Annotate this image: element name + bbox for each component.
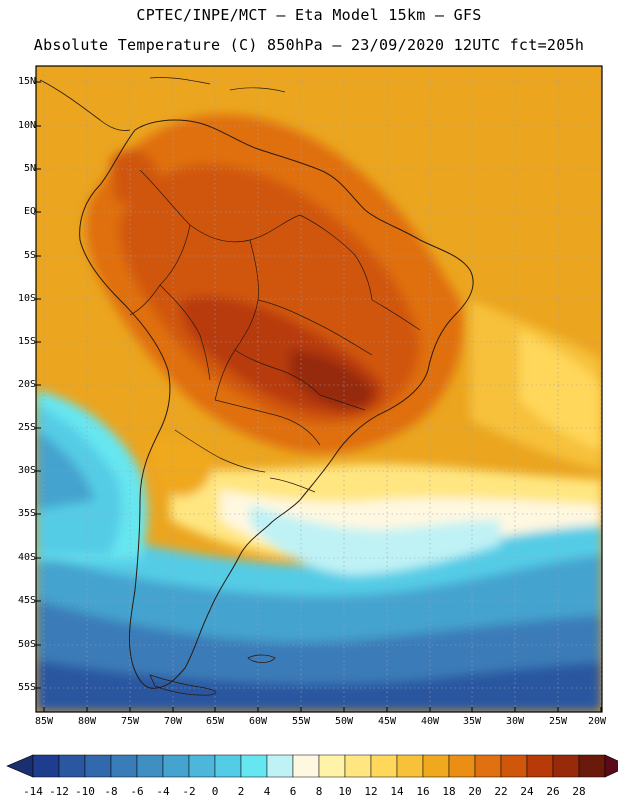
lon-label: 80W [77,716,97,727]
plot-frame [35,65,603,713]
falkland-islands [247,654,276,663]
caribbean-islands [149,77,286,93]
lat-label: 15N [17,76,36,87]
lon-label: 45W [377,716,397,727]
colorbar-over-arrow [604,754,618,778]
colorbar-label: -6 [130,785,144,798]
lat-label: 35S [17,508,36,519]
lon-label: 85W [34,716,54,727]
central-america [39,79,131,131]
colorbar-swatch [344,754,372,778]
axis-ticks [36,81,602,712]
lat-label: 55S [17,682,36,693]
colorbar-label: 28 [572,785,586,798]
colorbar-swatch [58,754,86,778]
colorbar-label: 6 [289,785,297,798]
colorbar-swatch [266,754,294,778]
colorbar-label: 2 [237,785,245,798]
lat-label: 30S [17,465,36,476]
colorbar-swatch [292,754,320,778]
colorbar-swatch [110,754,138,778]
lon-label: 70W [163,716,183,727]
colorbar-label: 8 [315,785,323,798]
colorbar-label: 4 [263,785,271,798]
colorbar-swatch [500,754,528,778]
colorbar-swatch [448,754,476,778]
colorbar-swatch [396,754,424,778]
colorbar-label: -8 [104,785,118,798]
lat-label: 15S [17,336,36,347]
lat-label: 5N [23,163,36,174]
lat-label: 50S [17,639,36,650]
colorbar-swatch [84,754,112,778]
colorbar-label: -4 [156,785,170,798]
colorbar-swatch [474,754,502,778]
colorbar-label: 12 [364,785,378,798]
colorbar-swatch [162,754,190,778]
lon-label: 60W [248,716,268,727]
colorbar-label: 20 [468,785,482,798]
colorbar-label: 26 [546,785,560,798]
colorbar-label: 0 [211,785,219,798]
colorbar-label: 16 [416,785,430,798]
lat-label: 10N [17,120,36,131]
lon-label: 55W [291,716,311,727]
colorbar-label: 24 [520,785,534,798]
colorbar-swatch [370,754,398,778]
lat-label: 10S [17,293,36,304]
lon-label: 65W [205,716,225,727]
colorbar-swatch [422,754,450,778]
lon-label: 40W [420,716,440,727]
colorbar-swatch [188,754,216,778]
tierra-del-fuego [149,674,216,696]
lon-label: 20W [587,716,607,727]
coastline [79,119,474,689]
colorbar-swatch [552,754,580,778]
lon-label: 30W [505,716,525,727]
colorbar-label: -14 [23,785,43,798]
title-line-1: CPTEC/INPE/MCT – Eta Model 15km – GFS [136,6,482,24]
colorbar-under-arrow [6,754,34,778]
colorbar-label: 10 [338,785,352,798]
colorbar-label: 18 [442,785,456,798]
lat-label: 25S [17,422,36,433]
lon-label: 35W [462,716,482,727]
colorbar-swatch [578,754,606,778]
colorbar-swatch [318,754,346,778]
lat-label: 40S [17,552,36,563]
colorbar-label: -2 [182,785,196,798]
title-line-2: Absolute Temperature (C) 850hPa – 23/09/… [33,36,585,54]
lon-label: 25W [548,716,568,727]
lon-label: 75W [120,716,140,727]
colorbar-swatch [526,754,554,778]
colorbar-label: -10 [75,785,95,798]
lat-label: 5S [23,250,36,261]
colorbar-swatch [136,754,164,778]
country-borders [129,169,421,493]
colorbar-label: -12 [49,785,69,798]
lat-label: EQ [23,206,36,217]
lat-label: 20S [17,379,36,390]
temperature-field [36,66,602,712]
lon-label: 50W [334,716,354,727]
colorbar-label: 14 [390,785,404,798]
colorbar-label: 22 [494,785,508,798]
colorbar-swatch [240,754,268,778]
colorbar [6,754,618,778]
colorbar-swatch [32,754,60,778]
colorbar-swatch [214,754,242,778]
lat-label: 45S [17,595,36,606]
